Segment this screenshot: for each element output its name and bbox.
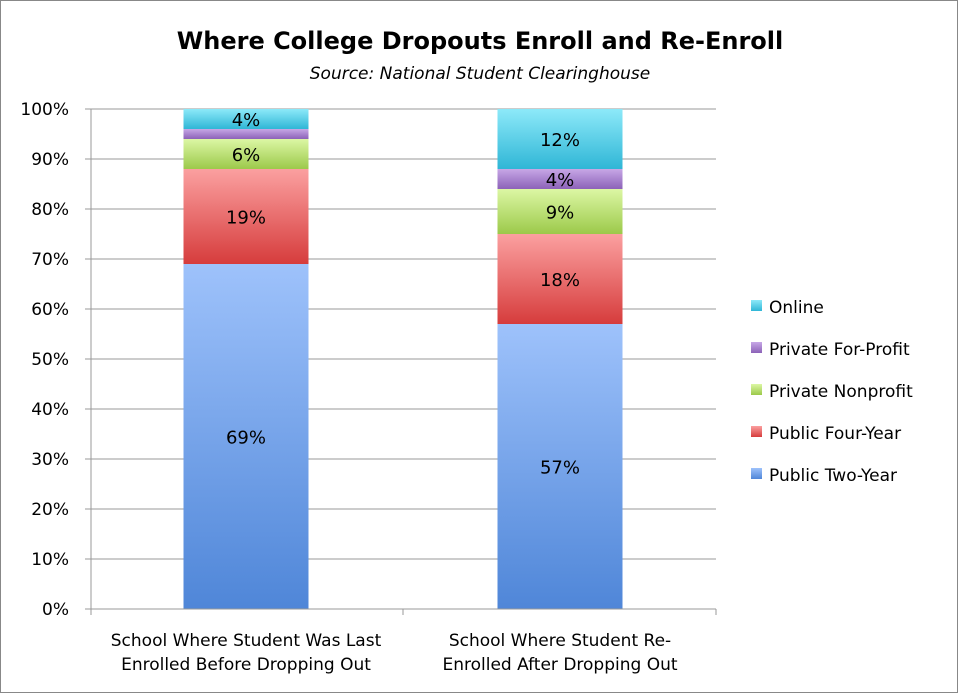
x-tick-label: School Where Student Was Last [111,631,382,651]
y-tick-label: 0% [42,600,69,620]
data-label: 4% [546,170,575,191]
bar-segment-private-nonprofit [497,189,623,234]
data-label: 18% [540,270,580,291]
bar-segment-public-two-year [497,324,623,609]
bar-segment-public-two-year [183,264,309,609]
x-tick-label: Enrolled After Dropping Out [442,655,677,675]
legend-swatch [751,426,762,437]
data-label: 69% [226,428,266,449]
legend-label: Public Two-Year [769,466,897,486]
y-tick-label: 70% [31,250,69,270]
chart-title: Where College Dropouts Enroll and Re-Enr… [177,27,783,55]
data-label: 57% [540,458,580,479]
legend-swatch [751,468,762,479]
data-label: 4% [232,110,261,131]
legend-swatch [751,384,762,395]
legend-label: Online [769,298,824,318]
data-label: 6% [232,145,261,166]
y-tick-label: 80% [31,200,69,220]
bar-segment-private-for-profit [497,169,623,189]
y-tick-label: 20% [31,500,69,520]
chart-subtitle: Source: National Student Clearinghouse [310,64,650,84]
y-tick-label: 30% [31,450,69,470]
bar-segment-public-four-year [183,169,309,264]
legend-swatch [751,342,762,353]
legend-swatch [751,300,762,311]
x-tick-label: Enrolled Before Dropping Out [121,655,371,675]
bar-segment-online [183,109,309,129]
bar-segment-online [497,109,623,169]
y-tick-label: 90% [31,150,69,170]
bar-segment-private-nonprofit [183,139,309,169]
y-tick-label: 60% [31,300,69,320]
y-tick-label: 100% [20,100,69,120]
y-tick-label: 10% [31,550,69,570]
y-tick-label: 50% [31,350,69,370]
legend-label: Private Nonprofit [769,382,913,402]
x-tick-label: School Where Student Re- [449,631,671,651]
data-label: 19% [226,208,266,229]
bar-segment-private-for-profit [183,129,309,139]
legend-label: Private For-Profit [769,340,910,360]
legend-label: Public Four-Year [769,424,901,444]
data-label: 12% [540,130,580,151]
data-label: 9% [546,203,575,224]
bar-segment-public-four-year [497,234,623,324]
y-tick-label: 40% [31,400,69,420]
